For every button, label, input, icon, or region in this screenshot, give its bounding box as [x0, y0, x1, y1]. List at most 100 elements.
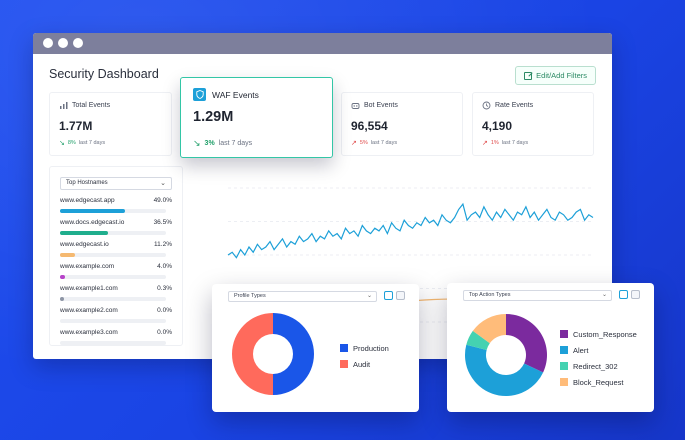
- donut-slice[interactable]: [472, 314, 506, 344]
- trend-period: last 7 days: [501, 140, 529, 146]
- hostname-bar-fill: [60, 275, 66, 279]
- stat-card-waf-events[interactable]: WAF Events 1.29M ↘ 3% last 7 days: [180, 77, 333, 158]
- hostname-bar-track: [60, 209, 166, 213]
- hostname-percent: 0.0%: [157, 329, 172, 336]
- hostname-bar-track: [60, 341, 166, 345]
- edit-filters-label: Edit/Add Filters: [536, 71, 587, 80]
- stat-label: Rate Events: [495, 102, 534, 109]
- hostname-percent: 4.0%: [157, 263, 172, 270]
- chevron-down-icon: ⌄: [601, 292, 607, 298]
- donut-slice[interactable]: [466, 330, 490, 351]
- window-dot-1: [43, 38, 53, 48]
- trend-percent: 5%: [359, 140, 368, 146]
- stat-card-total-events[interactable]: Total Events 1.77M ↘ 8% last 7 days: [49, 92, 172, 156]
- hostname-percent: 11.2%: [154, 241, 172, 248]
- select-value: Profile Types: [234, 293, 266, 299]
- hostname-row[interactable]: www.example3.com 0.0%: [60, 329, 172, 345]
- hostname-label: www.edgecast.app: [60, 197, 115, 204]
- top-hostnames-select[interactable]: Top Hostnames ⌄: [60, 177, 172, 190]
- hostname-bar-fill: [60, 209, 125, 213]
- chart-view-toggle-icon[interactable]: [619, 290, 628, 299]
- top-hostnames-panel: Top Hostnames ⌄ www.edgecast.app 49.0% www…: [49, 166, 183, 346]
- hostname-bar-track: [60, 297, 166, 301]
- hostname-bar-track: [60, 253, 166, 257]
- trend-up-icon: ↗: [351, 140, 357, 147]
- hostname-bar-track: [60, 319, 166, 323]
- top-action-types-select[interactable]: Top Action Types ⌄: [463, 290, 612, 301]
- trend-period: last 7 days: [78, 140, 106, 146]
- window-titlebar: [33, 33, 612, 54]
- profile-types-select[interactable]: Profile Types ⌄: [228, 291, 377, 302]
- hostname-row[interactable]: www.example2.com 0.0%: [60, 307, 172, 323]
- hostname-row[interactable]: www.edgecast.io 11.2%: [60, 241, 172, 257]
- profile-types-donut: [232, 313, 314, 395]
- stat-card-bot-events[interactable]: Bot Events 96,554 ↗ 5% last 7 days: [341, 92, 463, 156]
- hostname-row[interactable]: www.edgecast.app 49.0%: [60, 197, 172, 213]
- hostname-label: www.example3.com: [60, 329, 118, 336]
- legend-swatch: [340, 360, 348, 368]
- table-view-toggle-icon[interactable]: [631, 290, 640, 299]
- trend-down-icon: ↘: [193, 138, 201, 148]
- stat-card-rate-events[interactable]: Rate Events 4,190 ↗ 1% last 7 days: [472, 92, 594, 156]
- stat-label: WAF Events: [212, 89, 259, 100]
- legend-swatch: [560, 362, 568, 370]
- hostname-row[interactable]: www.example1.com 0.3%: [60, 285, 172, 301]
- bar-chart-icon: [60, 102, 68, 109]
- legend-item-alert: Alert: [560, 342, 637, 358]
- top-action-types-card: Top Action Types ⌄ Custom_Response Alert…: [447, 283, 654, 412]
- chart-series-line: [227, 202, 594, 259]
- hostname-percent: 0.0%: [157, 307, 172, 314]
- hostname-bar-fill: [60, 253, 75, 257]
- top-action-types-donut: [465, 314, 547, 396]
- legend-label: Block_Request: [573, 377, 624, 387]
- select-value: Top Hostnames: [66, 180, 108, 186]
- stat-value: 1.77M: [59, 119, 93, 133]
- stat-value: 4,190: [482, 119, 513, 133]
- select-value: Top Action Types: [469, 292, 511, 298]
- legend-swatch: [340, 344, 348, 352]
- hostname-bar-fill: [60, 231, 109, 235]
- hostname-row[interactable]: www.example.com 4.0%: [60, 263, 172, 279]
- hostname-percent: 36.5%: [153, 219, 172, 226]
- shield-icon: [193, 88, 206, 101]
- legend-item-custom-response: Custom_Response: [560, 326, 637, 342]
- legend-swatch: [560, 330, 568, 338]
- trend-period: last 7 days: [370, 140, 398, 146]
- stat-value: 96,554: [351, 119, 388, 133]
- hostname-label: www.example1.com: [60, 285, 118, 292]
- hostname-bar-track: [60, 275, 166, 279]
- hostname-label: www.edgecast.io: [60, 241, 109, 248]
- trend-percent: 1%: [490, 140, 499, 146]
- hostname-percent: 49.0%: [153, 197, 172, 204]
- legend-item-redirect-302: Redirect_302: [560, 358, 637, 374]
- hostname-row[interactable]: www.docs.edgecast.io 36.5%: [60, 219, 172, 235]
- legend-label: Redirect_302: [573, 361, 618, 371]
- trend-percent: 8%: [67, 140, 76, 146]
- profile-types-card: Profile Types ⌄ Production Audit: [212, 284, 419, 412]
- chart-view-toggle-icon[interactable]: [384, 291, 393, 300]
- top-action-types-legend: Custom_Response Alert Redirect_302 Block…: [560, 326, 637, 390]
- trend-up-icon: ↗: [482, 140, 488, 147]
- legend-swatch: [560, 378, 568, 386]
- donut-slice[interactable]: [232, 313, 273, 395]
- hostname-label: www.example.com: [60, 263, 115, 270]
- edit-filters-button[interactable]: Edit/Add Filters: [515, 66, 596, 85]
- legend-label: Alert: [573, 345, 589, 355]
- chevron-down-icon: ⌄: [160, 180, 166, 187]
- trend-percent: 3%: [204, 140, 215, 147]
- stat-label: Total Events: [72, 102, 111, 109]
- donut-slice[interactable]: [465, 344, 544, 396]
- hostname-bar-fill: [60, 297, 64, 301]
- trend-period: last 7 days: [218, 140, 253, 147]
- chevron-down-icon: ⌄: [366, 293, 372, 299]
- donut-slice[interactable]: [273, 313, 314, 395]
- stat-label: Bot Events: [364, 102, 398, 109]
- page-title: Security Dashboard: [49, 67, 159, 81]
- table-view-toggle-icon[interactable]: [396, 291, 405, 300]
- trend-down-icon: ↘: [59, 140, 65, 147]
- hostname-label: www.example2.com: [60, 307, 118, 314]
- donut-slice[interactable]: [506, 314, 547, 373]
- legend-swatch: [560, 346, 568, 354]
- robot-icon: [351, 103, 360, 109]
- window-dot-3: [73, 38, 83, 48]
